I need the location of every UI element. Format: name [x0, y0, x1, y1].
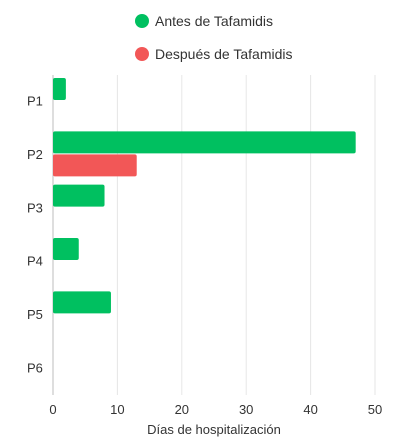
legend: Antes de Tafamidis Después de Tafamidis — [135, 13, 292, 62]
category-label-p3: P3 — [27, 200, 43, 215]
category-label-p4: P4 — [27, 254, 43, 269]
x-axis-title: Días de hospitalización — [147, 422, 281, 437]
x-tick-20: 20 — [175, 402, 189, 417]
category-labels: P1 P2 P3 P4 P5 P6 — [27, 94, 43, 376]
bar-p4-antes — [53, 238, 79, 260]
x-tick-50: 50 — [368, 402, 382, 417]
x-tick-0: 0 — [49, 402, 56, 417]
legend-marker-despues — [135, 47, 149, 61]
bar-p5-antes — [53, 291, 111, 314]
x-tick-40: 40 — [303, 402, 317, 417]
x-tick-10: 10 — [110, 402, 124, 417]
category-label-p1: P1 — [27, 94, 43, 109]
bar-p2-despues — [53, 154, 137, 177]
category-label-p2: P2 — [27, 147, 43, 162]
legend-marker-antes — [135, 14, 149, 28]
category-label-p6: P6 — [27, 360, 43, 375]
bar-p2-antes — [53, 131, 356, 154]
category-label-p5: P5 — [27, 307, 43, 322]
legend-label-antes: Antes de Tafamidis — [155, 13, 273, 29]
legend-label-despues: Después de Tafamidis — [155, 46, 292, 62]
gridlines — [52, 75, 376, 395]
bars — [53, 78, 356, 314]
x-tick-labels: 0 10 20 30 40 50 — [49, 402, 382, 417]
bar-p1-antes — [53, 78, 66, 100]
x-tick-30: 30 — [239, 402, 253, 417]
bar-p3-antes — [53, 184, 105, 207]
